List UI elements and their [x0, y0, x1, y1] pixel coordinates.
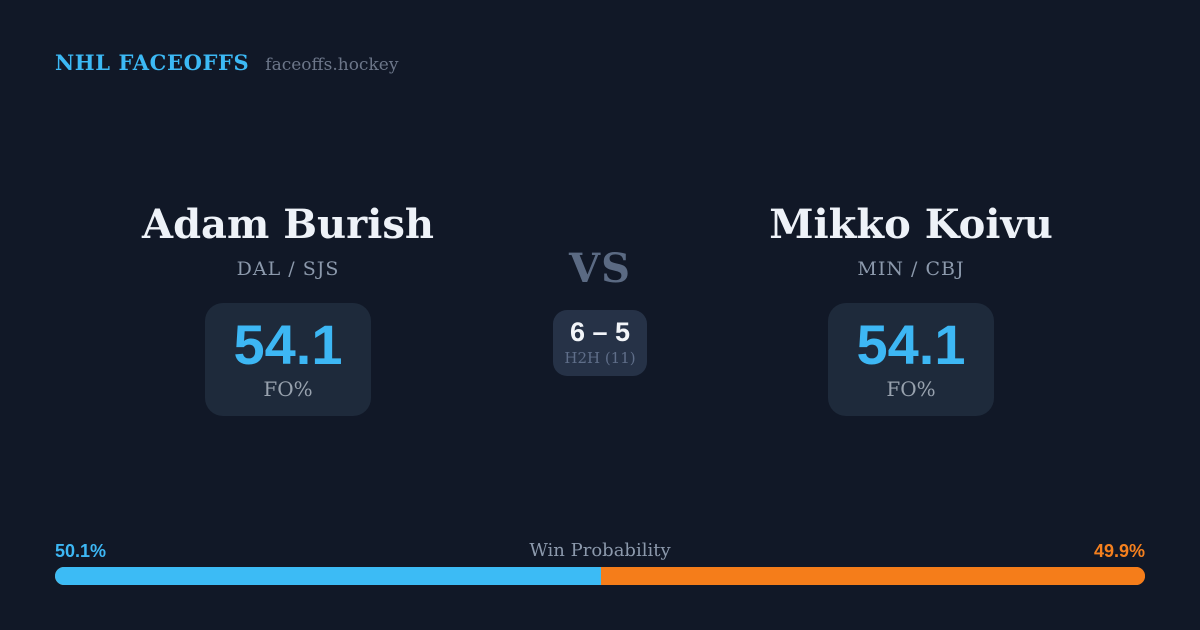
h2h-record: 6 – 5 — [569, 317, 631, 347]
player-left-stat-card: 54.1 FO% — [205, 303, 371, 416]
player-right-column: Mikko Koivu MIN / CBJ 54.1 FO% — [711, 203, 1111, 416]
player-left-teams: DAL / SJS — [236, 258, 340, 280]
player-left-name: Adam Burish — [142, 201, 434, 248]
brand-title: NHL FACEOFFS — [55, 50, 250, 75]
win-probability-right-pct: 49.9% — [1093, 541, 1145, 561]
vs-column: VS 6 – 5 H2H (11) — [500, 247, 700, 376]
header: NHL FACEOFFS faceoffs.hockey — [55, 50, 398, 75]
site-url: faceoffs.hockey — [265, 55, 399, 75]
player-right-stat-card: 54.1 FO% — [828, 303, 994, 416]
h2h-card: 6 – 5 H2H (11) — [553, 310, 647, 376]
player-right-fo-pct: 54.1 — [856, 313, 966, 376]
player-right-teams: MIN / CBJ — [857, 258, 965, 280]
win-probability-left-pct: 50.1% — [55, 541, 107, 561]
player-right-name: Mikko Koivu — [769, 201, 1053, 248]
win-probability-labels: 50.1% Win Probability 49.9% — [55, 540, 1145, 562]
player-right-stat-label: FO% — [886, 377, 936, 401]
win-probability-bar — [55, 567, 1145, 585]
vs-label: VS — [569, 245, 631, 292]
win-probability-bar-right-segment — [601, 567, 1145, 585]
player-left-column: Adam Burish DAL / SJS 54.1 FO% — [88, 203, 488, 416]
player-left-fo-pct: 54.1 — [233, 313, 343, 376]
player-left-stat-label: FO% — [263, 377, 313, 401]
h2h-label: H2H (11) — [564, 349, 636, 367]
win-probability-title: Win Probability — [529, 540, 671, 561]
win-probability-bar-left-segment — [55, 567, 602, 585]
